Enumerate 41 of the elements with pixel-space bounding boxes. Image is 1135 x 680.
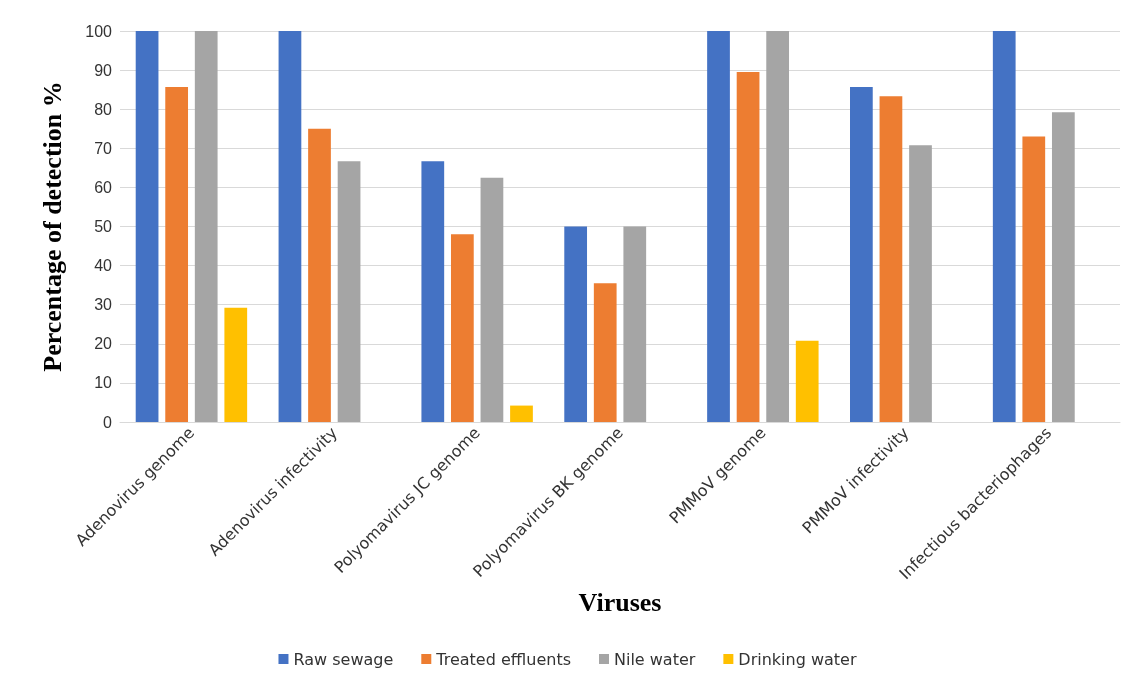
bar: [224, 307, 248, 422]
bar: [1051, 112, 1075, 422]
bar: [909, 145, 932, 422]
y-tick-label: 40: [94, 257, 113, 275]
bar: [421, 161, 445, 422]
y-tick-label: 100: [85, 22, 113, 40]
bar: [135, 31, 159, 422]
bar: [992, 31, 1016, 422]
legend-label: Nile water: [613, 649, 696, 669]
bar: [337, 161, 361, 422]
bar: [879, 96, 903, 422]
bar: [850, 86, 873, 422]
bar: [623, 226, 647, 422]
y-tick-label: 20: [94, 335, 113, 353]
bar: [278, 31, 302, 422]
bar: [795, 340, 819, 422]
legend-label: Raw sewage: [293, 649, 394, 669]
legend-label: Drinking water: [738, 649, 857, 669]
bar: [736, 72, 760, 422]
bar: [564, 226, 588, 422]
y-tick-label: 50: [94, 218, 113, 235]
y-tick-label: 60: [94, 178, 113, 196]
legend-label: Treated effluents: [435, 649, 571, 669]
bar: [194, 31, 218, 422]
bar: [480, 177, 504, 422]
bar: [165, 86, 189, 422]
y-tick-label: 70: [94, 139, 113, 157]
bar: [510, 405, 533, 422]
y-tick-label: 30: [94, 296, 113, 314]
bar: [593, 283, 617, 422]
y-tick-label: 0: [103, 413, 113, 431]
y-axis-title: Percentage of detection %: [37, 81, 67, 372]
bar: [450, 234, 474, 422]
y-tick-label: 10: [94, 374, 113, 392]
bar: [707, 31, 730, 422]
bar: [766, 31, 790, 422]
y-tick-label: 80: [94, 100, 113, 118]
bar: [1022, 136, 1046, 422]
bar: [308, 128, 331, 422]
y-tick-label: 90: [94, 61, 113, 79]
x-axis-title: Viruses: [578, 587, 662, 617]
